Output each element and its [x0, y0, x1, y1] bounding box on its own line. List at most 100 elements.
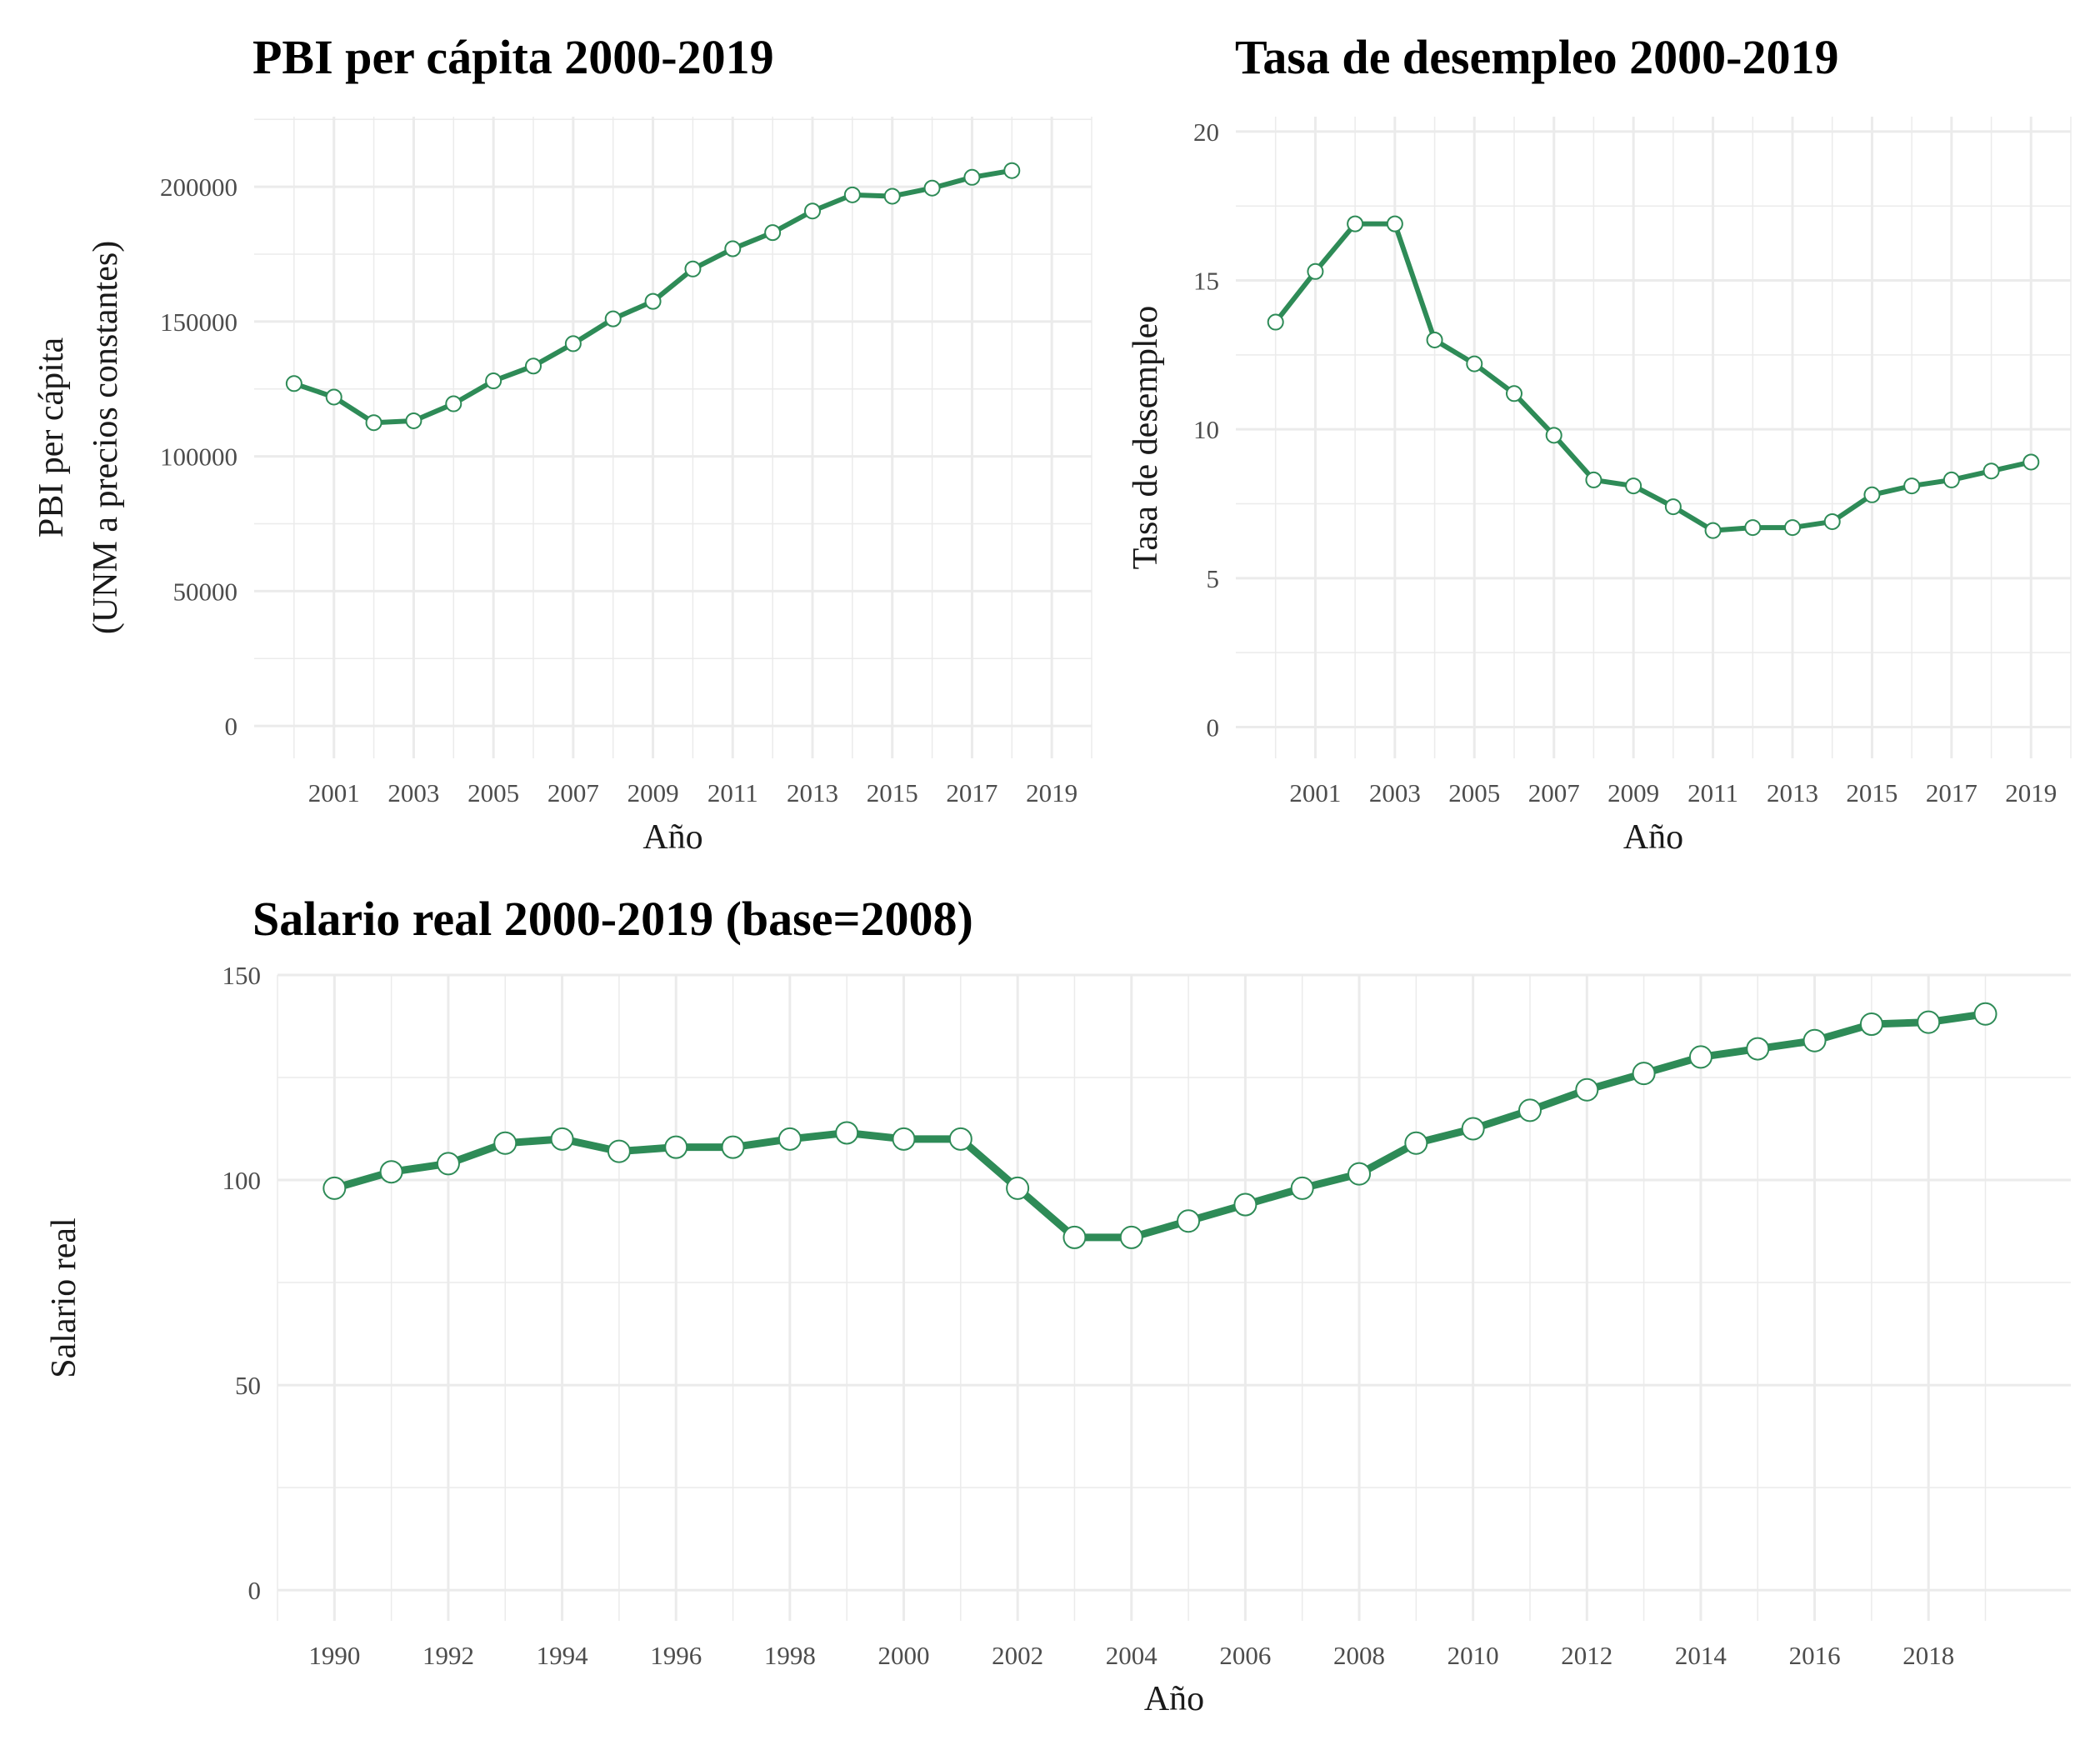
data-point — [525, 358, 542, 375]
data-point — [923, 179, 941, 197]
y-tick-label: 100000 — [160, 442, 238, 472]
y-tick-label: 20 — [1193, 118, 1219, 147]
data-point — [1506, 385, 1522, 402]
x-tick-label: 2013 — [787, 778, 838, 808]
data-point — [607, 1139, 631, 1163]
x-tick-label: 2019 — [1026, 778, 1078, 808]
data-point — [1545, 427, 1562, 444]
data-point — [1003, 162, 1021, 179]
chart-title: Salario real 2000-2019 (base=2008) — [252, 892, 973, 946]
x-tick-label: 1990 — [308, 1641, 360, 1670]
x-tick-label: 2003 — [1369, 778, 1421, 808]
data-point — [1307, 262, 1324, 280]
data-point — [1006, 1176, 1030, 1200]
data-point — [436, 1152, 460, 1176]
x-tick-label: 1998 — [764, 1641, 816, 1670]
gridlines — [254, 117, 1092, 758]
data-point — [1386, 215, 1403, 232]
x-tick-label: 2016 — [1789, 1641, 1841, 1670]
x-tick-label: 2005 — [468, 778, 519, 808]
data-point — [1664, 498, 1682, 516]
y-tick-label: 10 — [1193, 415, 1219, 444]
x-tick-label: 2006 — [1219, 1641, 1271, 1670]
x-tick-label: 1992 — [422, 1641, 474, 1670]
data-point — [485, 372, 502, 390]
data-point — [1632, 1062, 1656, 1086]
x-axis-title: Año — [642, 818, 702, 857]
x-tick-label: 2017 — [946, 778, 998, 808]
data-point — [445, 395, 462, 412]
data-point — [1744, 519, 1762, 537]
panel-desempleo: 0 5 10 15 20 2001 2003 2005 2007 2009 2011 2013 2015… — [1127, 30, 2072, 857]
y-tick-label: 50000 — [173, 577, 238, 606]
data-point — [1863, 486, 1881, 503]
data-point — [1461, 1117, 1485, 1141]
y-tick-label: 150 — [222, 961, 262, 990]
gridlines — [277, 973, 2071, 1621]
x-tick-label: 2005 — [1448, 778, 1500, 808]
data-point — [963, 168, 981, 186]
data-point — [684, 260, 702, 278]
data-point — [1233, 1192, 1258, 1217]
data-point — [1575, 1078, 1599, 1102]
data-point — [1348, 1162, 1372, 1186]
x-tick-label: 2009 — [628, 778, 679, 808]
x-tick-label: 1994 — [537, 1641, 589, 1670]
data-point — [1917, 1010, 1941, 1034]
data-point — [1982, 462, 2000, 480]
data-point — [1688, 1045, 1712, 1069]
data-point — [1426, 331, 1443, 348]
x-tick-label: 2015 — [867, 778, 918, 808]
data-point — [724, 240, 742, 258]
data-point — [1704, 522, 1722, 539]
x-tick-label: 1996 — [650, 1641, 702, 1670]
x-tick-label: 2009 — [1608, 778, 1659, 808]
y-tick-label: 0 — [225, 712, 238, 741]
data-point — [892, 1127, 916, 1151]
x-tick-label: 2008 — [1333, 1641, 1385, 1670]
data-point — [1973, 1002, 1998, 1026]
data-point — [721, 1135, 745, 1159]
data-point — [883, 188, 901, 205]
y-tick-label: 150000 — [160, 308, 238, 337]
x-tick-label: 2004 — [1106, 1641, 1158, 1670]
data-point — [1942, 471, 1960, 488]
y-axis-title: (UNM a precios constantes) — [87, 241, 125, 634]
x-tick-label: 2018 — [1902, 1641, 1954, 1670]
x-tick-label: 2017 — [1926, 778, 1978, 808]
x-axis-title: Año — [1144, 1680, 1204, 1718]
data-point — [325, 388, 342, 406]
data-point — [1119, 1225, 1143, 1249]
data-point — [804, 202, 821, 220]
data-point — [764, 224, 782, 242]
y-tick-label: 5 — [1207, 564, 1220, 593]
x-tick-label: 2011 — [708, 778, 758, 808]
data-point — [843, 186, 861, 203]
data-point — [1784, 519, 1801, 537]
x-tick-label: 2001 — [1289, 778, 1341, 808]
y-axis-title: PBI per cápita — [32, 338, 71, 538]
x-tick-label: 2007 — [1528, 778, 1580, 808]
data-point — [564, 335, 582, 352]
data-point — [948, 1127, 972, 1151]
data-point — [1347, 215, 1364, 232]
data-point — [379, 1160, 403, 1184]
x-tick-label: 2015 — [1846, 778, 1898, 808]
data-point — [550, 1127, 574, 1151]
x-tick-label: 2014 — [1675, 1641, 1728, 1670]
data-point — [285, 375, 302, 392]
data-point — [664, 1135, 688, 1159]
data-point — [1585, 471, 1602, 488]
x-tick-label: 2012 — [1561, 1641, 1612, 1670]
y-tick-label: 200000 — [160, 172, 238, 202]
x-tick-label: 2001 — [308, 778, 360, 808]
data-point — [1802, 1028, 1827, 1052]
y-axis-title: Salario real — [45, 1218, 83, 1378]
x-tick-label: 2007 — [548, 778, 599, 808]
y-tick-label: 0 — [1207, 712, 1220, 742]
x-tick-label: 2003 — [388, 778, 439, 808]
data-point — [1518, 1098, 1542, 1122]
data-point — [1823, 512, 1841, 530]
data-point — [1903, 478, 1921, 495]
data-point — [1746, 1037, 1770, 1061]
